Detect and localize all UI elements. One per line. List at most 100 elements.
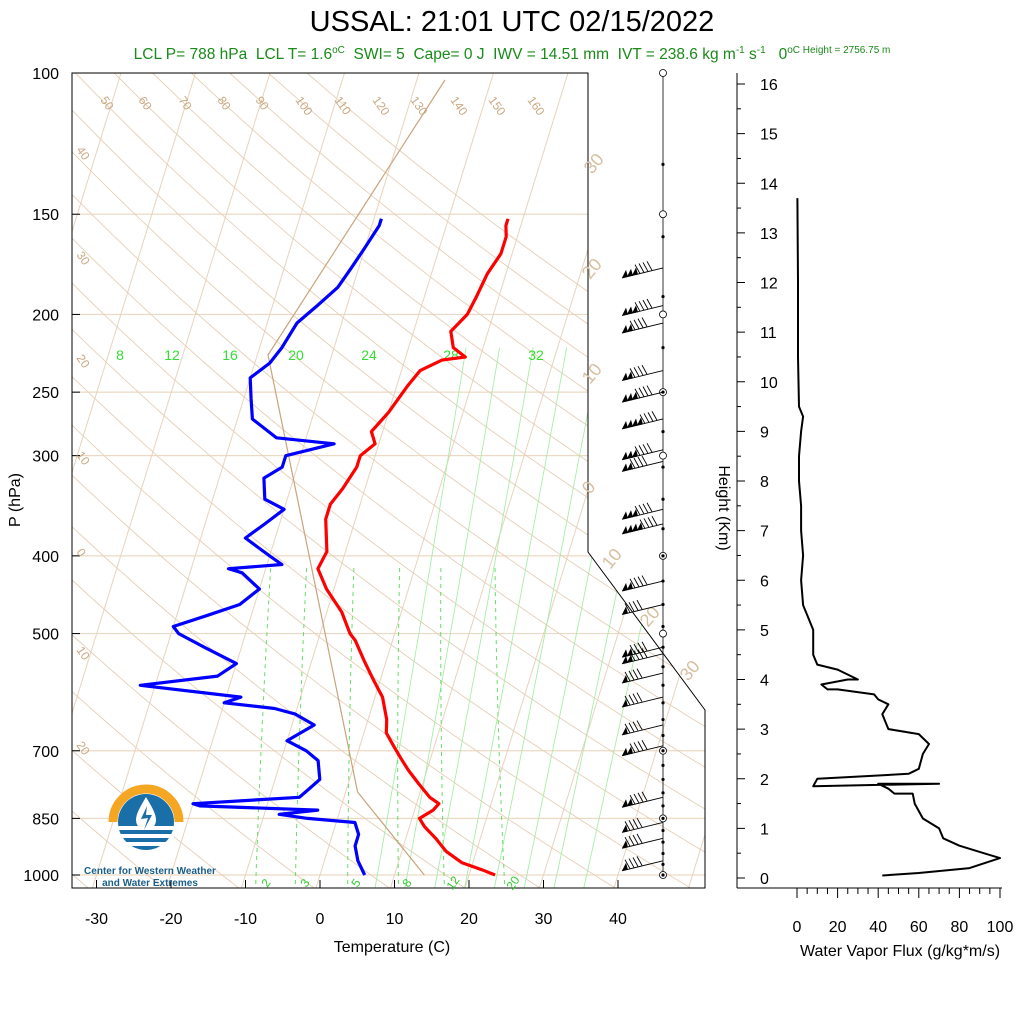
- wind-barb: [621, 502, 664, 520]
- wind-barb: [621, 261, 664, 279]
- barb-level-circle: [659, 451, 667, 460]
- barb-point: [661, 733, 665, 738]
- dry-adiabat: [72, 73, 705, 888]
- mixing-ratio-line: [255, 564, 272, 888]
- dry-adiabat: [72, 73, 245, 888]
- barb-point: [661, 465, 665, 469]
- dry-adiabat: [152, 73, 705, 888]
- flux-y-tick-label: 7: [760, 524, 769, 541]
- barb-point: [661, 294, 665, 299]
- isotherm-right-label: 20: [636, 602, 664, 630]
- flux-x-tick-label: 0: [793, 919, 802, 936]
- skewt-series: [138, 218, 510, 877]
- lcl-temperature: LCL T= 1.6: [255, 46, 333, 64]
- dry-adiabat: [72, 73, 547, 888]
- wind-barb: [621, 856, 664, 872]
- ivt-value: IVT = 238.6 kg m: [617, 46, 736, 64]
- isotherm-upper-label: 120: [370, 94, 393, 119]
- y-tick-label: 850: [32, 811, 59, 828]
- page-title: USSAL: 21:01 UTC 02/15/2022: [309, 6, 715, 38]
- lcl-temperature-unit: oC: [332, 45, 345, 56]
- isotherm-right-label: 30: [676, 656, 704, 684]
- dry-adiabat: [72, 73, 705, 888]
- mixing-ratio-line: [294, 564, 308, 888]
- y-tick-label: 700: [32, 744, 59, 761]
- barb-point: [661, 701, 665, 705]
- ivt-exponent-2: -1: [756, 45, 766, 56]
- mixing-ratio-upper-label: 16: [222, 347, 238, 363]
- mixing-ratio-lower-label: 12: [443, 873, 462, 892]
- flux-x-tick-label: 100: [987, 919, 1014, 936]
- x-axis-label: Temperature (C): [334, 939, 450, 956]
- logo-text-line-1: Center for Western Weather: [84, 866, 216, 877]
- x-tick-label: 0: [316, 911, 325, 928]
- dewpoint-line: [138, 218, 383, 876]
- wind-barb: [621, 411, 664, 430]
- zero-height-degree: oC Height = 2756.75 m: [787, 45, 891, 56]
- flux-y-tick-label: 14: [760, 176, 778, 193]
- flux-y-tick-label: 8: [760, 474, 769, 491]
- barb-point: [661, 749, 665, 753]
- skewt-axis-ticks: -30 -20 -10 0 10 20 30 401001502002503004005007…: [7, 66, 627, 956]
- isotherm-line: [72, 73, 122, 888]
- lcl-pressure: LCL P= 788 hPa: [133, 46, 248, 64]
- y-tick-label: 500: [32, 627, 59, 644]
- wind-barb: [621, 317, 664, 334]
- mixing-ratio-upper-label: 12: [164, 347, 180, 363]
- flux-y-tick-label: 4: [760, 673, 769, 690]
- flux-y-tick-label: 0: [760, 871, 769, 888]
- wind-barb: [621, 599, 664, 615]
- isotherm-line: [165, 73, 420, 888]
- dry-adiabat: [75, 73, 705, 888]
- flux-y-tick-label: 2: [760, 772, 769, 789]
- flux-y-tick-label: 11: [760, 325, 777, 342]
- barb-point: [661, 624, 665, 629]
- isotherm-upper-label: 70: [176, 94, 195, 113]
- isotherm-left-label: 0: [74, 546, 89, 560]
- flux-y-axis-label: Height (Km): [715, 465, 732, 550]
- swi-value: SWI= 5: [353, 46, 405, 64]
- ivt-unit-s: s: [744, 46, 757, 64]
- logo-icon: [108, 784, 184, 850]
- mixing-ratio-lower-label: 20: [503, 873, 522, 892]
- x-tick-label: -30: [85, 911, 108, 928]
- isotherm-line: [90, 73, 345, 888]
- flux-x-axis-label: Water Vapor Flux (g/kg*m/s): [800, 943, 1000, 960]
- x-tick-label: -10: [234, 911, 257, 928]
- barb-point: [661, 851, 665, 856]
- flux-x-tick-label: 20: [829, 919, 847, 936]
- moist-adiabat: [403, 347, 501, 888]
- flux-y-tick-label: 1: [760, 821, 769, 838]
- wind-barb: [621, 791, 664, 808]
- wind-barb: [621, 298, 664, 317]
- ivt-exponent-1: -1: [735, 45, 745, 56]
- barb-point: [661, 162, 665, 166]
- dry-adiabat: [72, 73, 698, 888]
- barb-point: [661, 346, 665, 350]
- barb-point: [661, 683, 665, 687]
- barb-point: [661, 840, 665, 844]
- x-tick-label: 10: [386, 911, 404, 928]
- mixing-ratio-line: [347, 564, 355, 888]
- y-tick-label: 300: [32, 449, 59, 466]
- moist-adiabat: [522, 347, 635, 888]
- wind-barb: [621, 364, 664, 382]
- barb-point: [661, 816, 665, 820]
- skewt-plot-frame: [71, 72, 706, 889]
- barb-point: [661, 791, 665, 795]
- moist-adiabat: [433, 347, 534, 888]
- isotherm-upper-label: 150: [486, 94, 509, 119]
- wind-barb: [621, 442, 664, 461]
- wind-barb: [621, 668, 664, 684]
- isotherm-right-label: 0: [578, 477, 600, 498]
- dry-adiabat: [72, 73, 705, 888]
- barb-point: [661, 235, 665, 239]
- isotherm-left-label: 20: [74, 352, 93, 371]
- logo-text: Center for Western Weather and Water Ext…: [70, 866, 230, 890]
- isotherm-line: [537, 73, 705, 888]
- barb-point: [661, 873, 665, 877]
- skewt-background-grid: [72, 73, 705, 888]
- water-vapor-flux-line: [796, 198, 1001, 877]
- isotherm-left-label: 20: [74, 739, 93, 758]
